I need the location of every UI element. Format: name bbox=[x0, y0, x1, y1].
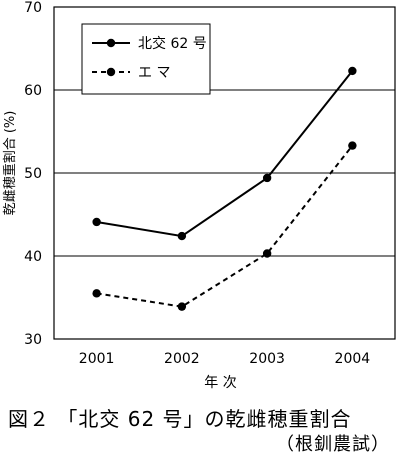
x-axis-label: 年 次 bbox=[204, 375, 236, 391]
y-tick-label-70: 70 bbox=[24, 0, 42, 16]
y-tick-label-60: 60 bbox=[24, 83, 42, 99]
legend: 北交 62 号エ マ bbox=[81, 23, 211, 95]
legend-marker-2 bbox=[106, 67, 116, 77]
y-tick-label-40: 40 bbox=[24, 249, 42, 265]
legend-label-2: エ マ bbox=[138, 65, 170, 81]
x-tick-label-2002: 2002 bbox=[164, 351, 200, 367]
data-point-s1-2003 bbox=[262, 173, 272, 183]
data-point-s2-2001 bbox=[92, 289, 101, 298]
series-line-1 bbox=[96, 70, 354, 238]
x-tick-label-2004: 2004 bbox=[335, 351, 371, 367]
x-tick-label-2001: 2001 bbox=[79, 351, 115, 367]
data-point-s1-2001 bbox=[92, 217, 101, 227]
x-axis-ticks: 2001 2002 2003 2004 bbox=[79, 351, 370, 367]
series-line-2 bbox=[96, 144, 354, 308]
chart: 30 40 50 60 70 2001 2002 2003 2004 乾雌穂重割合 (%) 年… bbox=[2, 0, 396, 391]
legend-marker-1 bbox=[106, 38, 116, 48]
y-tick-label-50: 50 bbox=[24, 166, 42, 182]
legend-box bbox=[81, 23, 211, 95]
figure-source: （根釧農試） bbox=[276, 434, 390, 455]
grid-lines bbox=[54, 89, 395, 257]
data-point-s2-2004 bbox=[348, 141, 357, 150]
x-tick-label-2003: 2003 bbox=[249, 351, 285, 367]
figure-caption: 図２ 「北交 62 号」の乾雌穂重割合 bbox=[8, 407, 352, 431]
y-tick-label-30: 30 bbox=[24, 332, 42, 348]
line-chart: 30 40 50 60 70 2001 2002 2003 2004 乾雌穂重割合 (%) 年… bbox=[2, 0, 396, 391]
data-point-s1-2002 bbox=[177, 231, 187, 241]
data-point-s2-2002 bbox=[177, 302, 187, 311]
y-axis-label: 乾雌穂重割合 (%) bbox=[2, 111, 18, 216]
series-group bbox=[92, 66, 357, 311]
data-point-s1-2004 bbox=[348, 66, 357, 76]
y-axis-ticks: 30 40 50 60 70 bbox=[24, 0, 42, 348]
plot-frame bbox=[53, 6, 396, 340]
data-point-s2-2003 bbox=[262, 249, 272, 258]
legend-label-1: 北交 62 号 bbox=[138, 35, 207, 52]
